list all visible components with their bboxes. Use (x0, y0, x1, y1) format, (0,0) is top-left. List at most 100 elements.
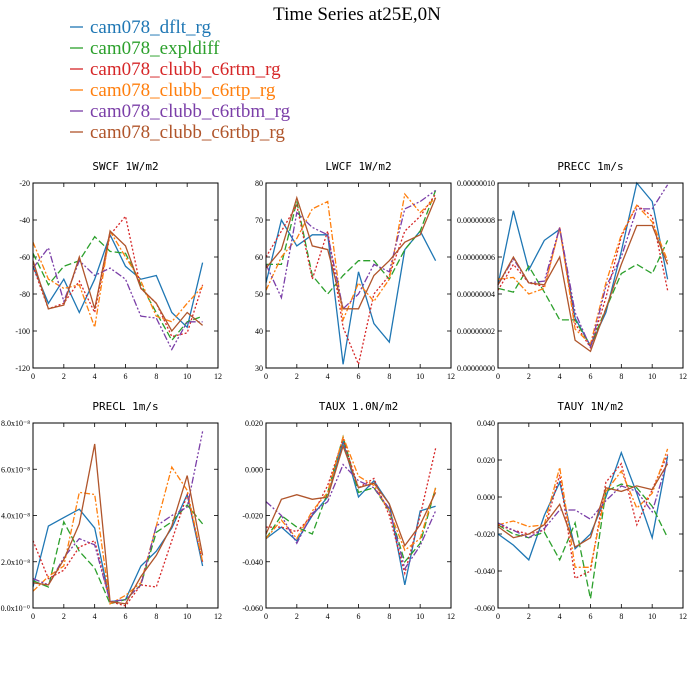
x-tick-label: 0 (496, 612, 500, 621)
x-tick-label: 4 (93, 372, 97, 381)
x-tick-label: 10 (648, 372, 656, 381)
series-line (32, 229, 204, 330)
y-tick-label: -0.020 (474, 530, 495, 539)
legend: cam078_dflt_rgcam078_expldiffcam078_club… (70, 17, 291, 143)
x-tick-label: 8 (154, 372, 158, 381)
y-tick-label: -60 (19, 253, 30, 262)
legend-label: cam078_dflt_rg (90, 17, 212, 38)
plot-frame (497, 182, 684, 369)
x-tick-label: 2 (527, 612, 531, 621)
series-line (265, 434, 437, 552)
series-line (32, 246, 203, 351)
y-tick-label: -0.040 (474, 567, 495, 576)
y-tick-label: 0.00000006 (457, 253, 495, 262)
plot-frame (32, 182, 219, 369)
series-line (265, 218, 437, 365)
legend-label: cam078_clubb_c6rtbp_rg (90, 122, 285, 143)
x-tick-label: 12 (679, 612, 687, 621)
plot-frame (265, 422, 452, 609)
y-tick-label: 0.040 (477, 419, 495, 428)
y-tick-label: 50 (255, 290, 263, 299)
x-tick-label: 4 (326, 372, 330, 381)
x-tick-label: 6 (357, 372, 361, 381)
y-tick-label: 0.00000002 (457, 327, 495, 336)
series-line (265, 195, 437, 310)
x-tick-label: 12 (214, 372, 222, 381)
y-tick-label: 0.00000004 (457, 290, 495, 299)
figure-title: Time Series at25E,0N (273, 4, 441, 25)
y-tick-label: 8.0x10⁻⁸ (1, 419, 30, 428)
x-tick-label: 2 (62, 612, 66, 621)
x-tick-label: 6 (589, 612, 593, 621)
panel-title: TAUX 1.0N/m2 (319, 400, 398, 413)
x-tick-label: 0 (264, 372, 268, 381)
x-tick-label: 8 (387, 612, 391, 621)
y-tick-label: 80 (255, 179, 263, 188)
panel-title: TAUY 1N/m2 (557, 400, 623, 413)
series-line (32, 235, 203, 342)
x-tick-label: 6 (124, 372, 128, 381)
y-tick-label: 2.0x10⁻⁸ (1, 558, 30, 567)
y-tick-label: 0.00000000 (457, 364, 495, 373)
y-tick-label: 6.0x10⁻⁸ (1, 465, 30, 474)
series-line (265, 192, 437, 323)
legend-label: cam078_clubb_c6rtbm_rg (90, 101, 291, 122)
x-tick-label: 8 (154, 612, 158, 621)
x-tick-label: 8 (387, 372, 391, 381)
y-tick-label: -80 (19, 290, 30, 299)
x-tick-label: 8 (619, 372, 623, 381)
y-tick-label: -20 (19, 179, 30, 188)
y-tick-label: -0.060 (242, 604, 263, 613)
y-tick-label: 40 (255, 327, 263, 336)
series-line (32, 431, 204, 603)
y-tick-label: 0.00000008 (457, 216, 495, 225)
series-line (265, 434, 437, 564)
plot-frame (32, 422, 219, 609)
x-tick-label: 10 (648, 612, 656, 621)
series-line (497, 450, 669, 562)
series-line (497, 204, 669, 350)
y-tick-label: 0.000 (477, 493, 495, 502)
series-line (497, 454, 669, 580)
x-tick-label: 10 (416, 612, 424, 621)
x-tick-label: 0 (496, 372, 500, 381)
series-line (497, 184, 669, 350)
series-line (497, 448, 669, 568)
x-tick-label: 4 (558, 372, 562, 381)
x-tick-label: 2 (295, 372, 299, 381)
x-tick-label: 10 (416, 372, 424, 381)
series-line (266, 437, 437, 576)
x-tick-label: 12 (679, 372, 687, 381)
panel-0: SWCF 1W/m2 0 2 4 6 8 10 12 -120 -100 -80 -60 -40 -20 (15, 160, 222, 381)
series-line (497, 240, 669, 348)
panel-4: TAUX 1.0N/m2 0 2 4 6 8 10 12 -0.060 -0.040 -0.020 0… (242, 400, 455, 621)
y-tick-label: -0.040 (242, 558, 263, 567)
y-tick-label: 60 (255, 253, 263, 262)
series-line (265, 463, 437, 571)
x-tick-label: 8 (619, 612, 623, 621)
x-tick-label: 6 (589, 372, 593, 381)
y-tick-label: 0.000 (245, 465, 263, 474)
y-tick-label: 0.00000010 (457, 179, 495, 188)
panel-title: SWCF 1W/m2 (92, 160, 158, 173)
series-line (32, 492, 204, 607)
series-line (265, 444, 437, 547)
x-tick-label: 4 (558, 612, 562, 621)
y-tick-label: -0.060 (474, 604, 495, 613)
series-line (32, 233, 204, 329)
legend-label: cam078_clubb_c6rtp_rg (90, 80, 276, 101)
panel-5: TAUY 1N/m2 0 2 4 6 8 10 12 -0.060 -0.040 -0.020 0.0… (474, 400, 687, 621)
panel-title: PRECL 1m/s (92, 400, 158, 413)
series-line (497, 181, 669, 348)
panels: SWCF 1W/m2 0 2 4 6 8 10 12 -120 -100 -80 -60 -40 -20 L… (1, 160, 687, 621)
x-tick-label: 4 (326, 612, 330, 621)
series-line (497, 204, 669, 346)
x-tick-label: 6 (357, 612, 361, 621)
x-tick-label: 10 (183, 612, 191, 621)
panel-2: PRECC 1m/s 0 2 4 6 8 10 12 0.00000000 0.00000002 0… (457, 160, 687, 381)
x-tick-label: 4 (93, 612, 97, 621)
series-line (497, 224, 669, 353)
panel-1: LWCF 1W/m2 0 2 4 6 8 10 12 30 40 50 60 70 80 (255, 160, 455, 381)
series-line (32, 214, 204, 338)
